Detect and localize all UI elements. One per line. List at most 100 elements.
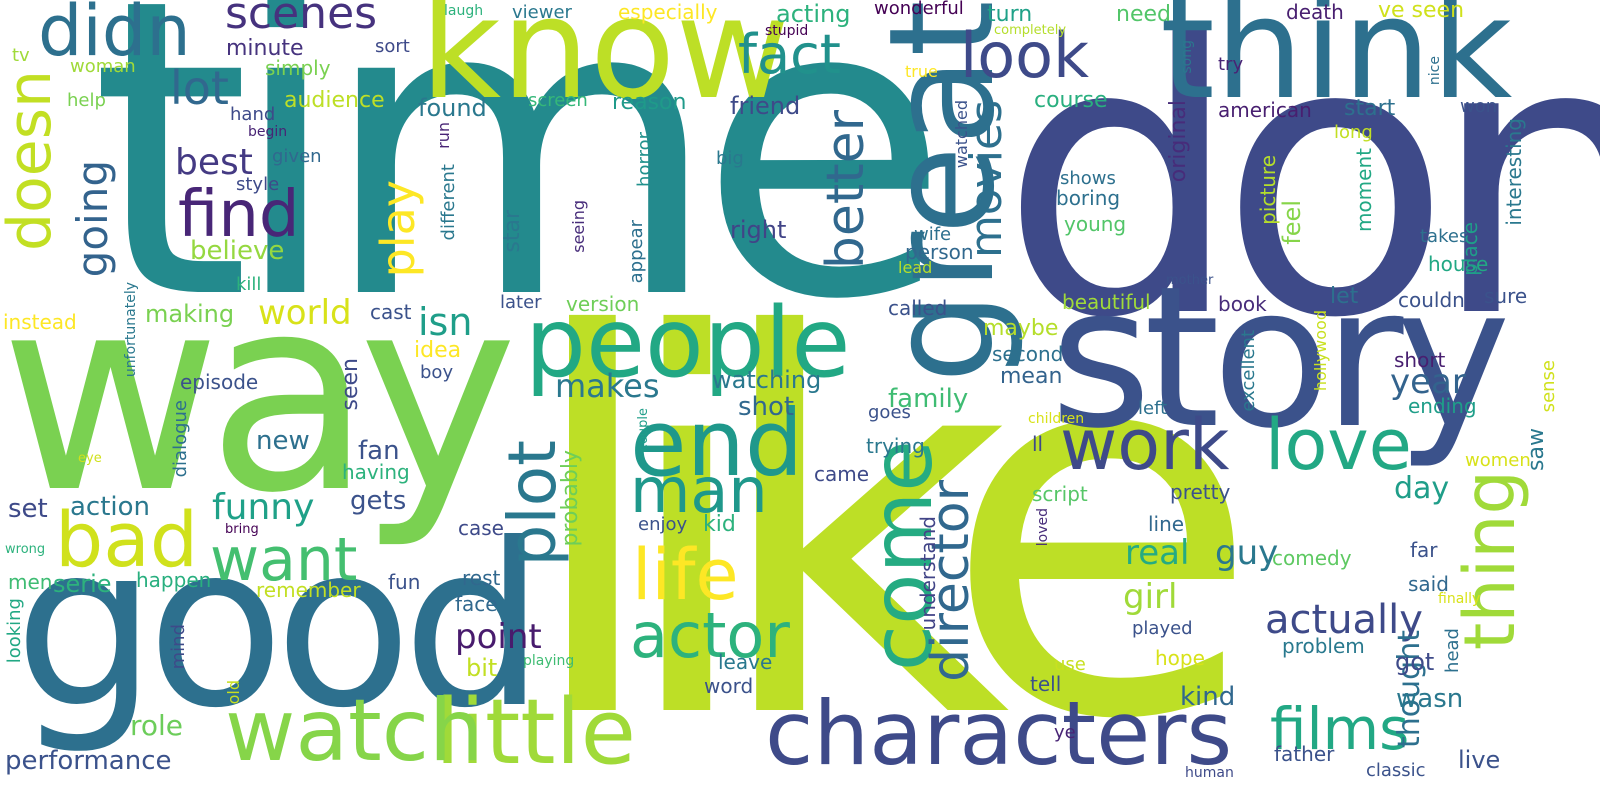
word: having xyxy=(342,460,410,484)
word: want xyxy=(210,525,358,595)
word: beautiful xyxy=(1062,290,1151,314)
word: moment xyxy=(1352,148,1376,233)
word: book xyxy=(1218,292,1267,316)
word: mean xyxy=(1000,364,1063,389)
word: find xyxy=(178,178,300,252)
word: man xyxy=(630,454,768,527)
word: good xyxy=(14,496,545,758)
word: human xyxy=(1185,765,1234,781)
word: different xyxy=(438,164,459,241)
word: people xyxy=(525,287,851,399)
word: boy xyxy=(420,362,454,383)
word: sort xyxy=(375,36,410,57)
word: men xyxy=(8,570,53,594)
word: gets xyxy=(350,486,407,516)
word: turn xyxy=(987,2,1033,27)
word: story xyxy=(1050,244,1511,471)
word: bring xyxy=(225,522,259,537)
word: later xyxy=(500,292,542,313)
word: wrong xyxy=(5,542,46,557)
word: laugh xyxy=(444,3,484,19)
word: short xyxy=(1394,348,1446,372)
word: world xyxy=(258,293,352,333)
word: begin xyxy=(248,124,288,140)
word: shows xyxy=(1060,168,1116,189)
word: horror xyxy=(634,132,655,187)
word: old xyxy=(224,680,243,705)
word: completely xyxy=(994,23,1067,38)
word: audience xyxy=(284,88,385,113)
word: father xyxy=(1274,742,1335,766)
word: use xyxy=(1054,654,1086,675)
word: work xyxy=(1060,404,1230,486)
word: going xyxy=(68,160,117,278)
word: problem xyxy=(1282,634,1365,658)
word: plot xyxy=(494,440,571,567)
word: classic xyxy=(1366,760,1426,781)
word: actually xyxy=(1265,597,1423,643)
word: given xyxy=(272,146,322,167)
word: know xyxy=(420,0,790,131)
word: friend xyxy=(730,92,801,120)
word: nice xyxy=(1427,56,1443,86)
word: sure xyxy=(1484,284,1528,308)
word: found xyxy=(418,94,487,122)
word: woman xyxy=(70,56,136,77)
word: long xyxy=(1334,122,1373,143)
word: year xyxy=(1390,362,1466,402)
word: head xyxy=(1442,628,1463,673)
word: bad xyxy=(55,495,199,584)
word: viewer xyxy=(512,2,572,23)
word: performance xyxy=(5,746,172,776)
word: called xyxy=(888,296,948,320)
word: got xyxy=(1395,648,1435,676)
word: real xyxy=(1125,533,1190,573)
word: trying xyxy=(866,434,925,458)
word: goes xyxy=(868,402,911,423)
word: script xyxy=(1032,482,1088,506)
word: children xyxy=(1028,411,1085,427)
word: isn xyxy=(418,300,473,344)
word: remember xyxy=(256,578,361,602)
word: seeing xyxy=(569,200,588,253)
word: said xyxy=(1408,572,1449,596)
word: look xyxy=(960,19,1089,92)
word: word xyxy=(704,674,754,698)
word: young xyxy=(1064,212,1127,236)
word: course xyxy=(1034,88,1108,113)
word: start xyxy=(1344,96,1396,121)
word: better xyxy=(816,110,876,270)
word: rest xyxy=(462,566,501,590)
word: watch xyxy=(225,681,484,781)
word: funny xyxy=(212,487,315,528)
word: actor xyxy=(630,599,790,672)
word: left xyxy=(1138,398,1168,419)
word: finally xyxy=(1438,591,1481,607)
word: ye xyxy=(1054,722,1076,743)
word: life xyxy=(632,534,739,616)
word: cast xyxy=(370,300,412,324)
word: new xyxy=(256,426,310,456)
word: films xyxy=(1270,695,1410,763)
word: maybe xyxy=(983,316,1059,341)
word: kind xyxy=(1180,682,1236,712)
word: stupid xyxy=(765,23,809,39)
word: happen xyxy=(136,568,212,592)
word: time xyxy=(90,0,950,389)
word: ending xyxy=(1408,394,1477,418)
word: kill xyxy=(236,274,262,295)
word: wife xyxy=(914,224,952,245)
word: idea xyxy=(414,338,462,363)
word: hollywood xyxy=(1311,310,1330,392)
word: takes xyxy=(1420,226,1469,247)
word: tell xyxy=(1030,672,1062,696)
word: wonderful xyxy=(874,0,964,19)
word: mind xyxy=(168,624,189,670)
word: instead xyxy=(3,310,77,334)
word: family xyxy=(888,384,969,414)
word: best xyxy=(175,142,253,183)
word: serie xyxy=(53,570,112,598)
word: fan xyxy=(358,436,400,466)
word: came xyxy=(814,462,870,486)
word: tv xyxy=(12,45,30,66)
